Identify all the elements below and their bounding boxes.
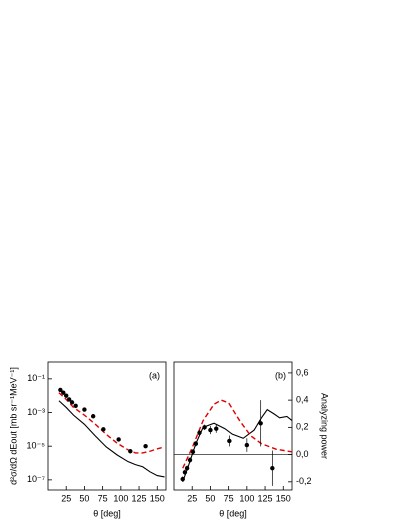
data-point xyxy=(208,427,213,433)
x-tick-label: 50 xyxy=(79,493,89,503)
data-point xyxy=(82,407,87,412)
x-axis-label: θ [deg] xyxy=(219,508,247,518)
data-point xyxy=(64,393,69,398)
curve xyxy=(182,399,293,469)
data-point xyxy=(66,397,72,402)
data-point xyxy=(116,437,121,442)
data-point xyxy=(258,421,263,426)
y-axis-label: d²σ/dΩ dEout [mb sr⁻¹MeV⁻¹] xyxy=(8,367,18,485)
y-tick-label: -0,2 xyxy=(296,476,312,486)
x-tick-label: 100 xyxy=(239,493,254,503)
data-point xyxy=(190,449,196,455)
data-point xyxy=(214,426,219,431)
data-point xyxy=(180,476,185,482)
x-tick-label: 150 xyxy=(150,493,165,503)
data-point xyxy=(90,414,96,419)
x-tick-label: 125 xyxy=(132,493,147,503)
y-tick-label: 0,2 xyxy=(296,422,309,432)
curve xyxy=(58,400,165,478)
x-axis-label: θ [deg] xyxy=(93,508,121,518)
data-point xyxy=(202,425,207,430)
data-point xyxy=(182,470,188,475)
y-tick-label: 10⁻⁷ xyxy=(27,474,45,484)
x-tick-label: 100 xyxy=(113,493,128,503)
data-point xyxy=(184,466,190,471)
data-point xyxy=(244,442,250,448)
panel-label: (a) xyxy=(149,370,160,380)
plot-frame xyxy=(173,361,293,491)
y-tick-label: 0,4 xyxy=(296,395,309,405)
data-point xyxy=(227,438,232,444)
y-tick-label: 0,0 xyxy=(296,449,309,459)
data-point xyxy=(61,390,66,395)
data-point xyxy=(128,449,133,454)
x-tick-label: 125 xyxy=(258,493,273,503)
data-point xyxy=(193,441,199,446)
x-tick-label: 75 xyxy=(98,493,108,503)
data-point xyxy=(73,403,78,409)
x-tick-label: 25 xyxy=(187,493,197,503)
x-tick-label: 150 xyxy=(276,493,291,503)
x-tick-label: 75 xyxy=(224,493,234,503)
panel-label: (b) xyxy=(275,370,286,380)
y-tick-label: 10⁻¹ xyxy=(27,373,45,383)
data-point xyxy=(187,457,193,463)
y-axis-label: Analyzing power xyxy=(320,393,330,459)
data-point xyxy=(143,443,148,449)
plot-frame xyxy=(47,361,167,491)
y-tick-label: 10⁻⁵ xyxy=(27,441,46,451)
x-tick-label: 50 xyxy=(205,493,215,503)
y-tick-label: 0,6 xyxy=(296,367,309,377)
data-point xyxy=(197,430,202,436)
curve xyxy=(58,392,165,454)
data-point xyxy=(69,400,75,405)
curve xyxy=(182,408,293,483)
x-tick-label: 25 xyxy=(61,493,71,503)
data-point xyxy=(270,466,275,471)
data-point xyxy=(101,427,106,432)
y-tick-label: 10⁻³ xyxy=(27,407,45,417)
data-point xyxy=(58,387,63,393)
